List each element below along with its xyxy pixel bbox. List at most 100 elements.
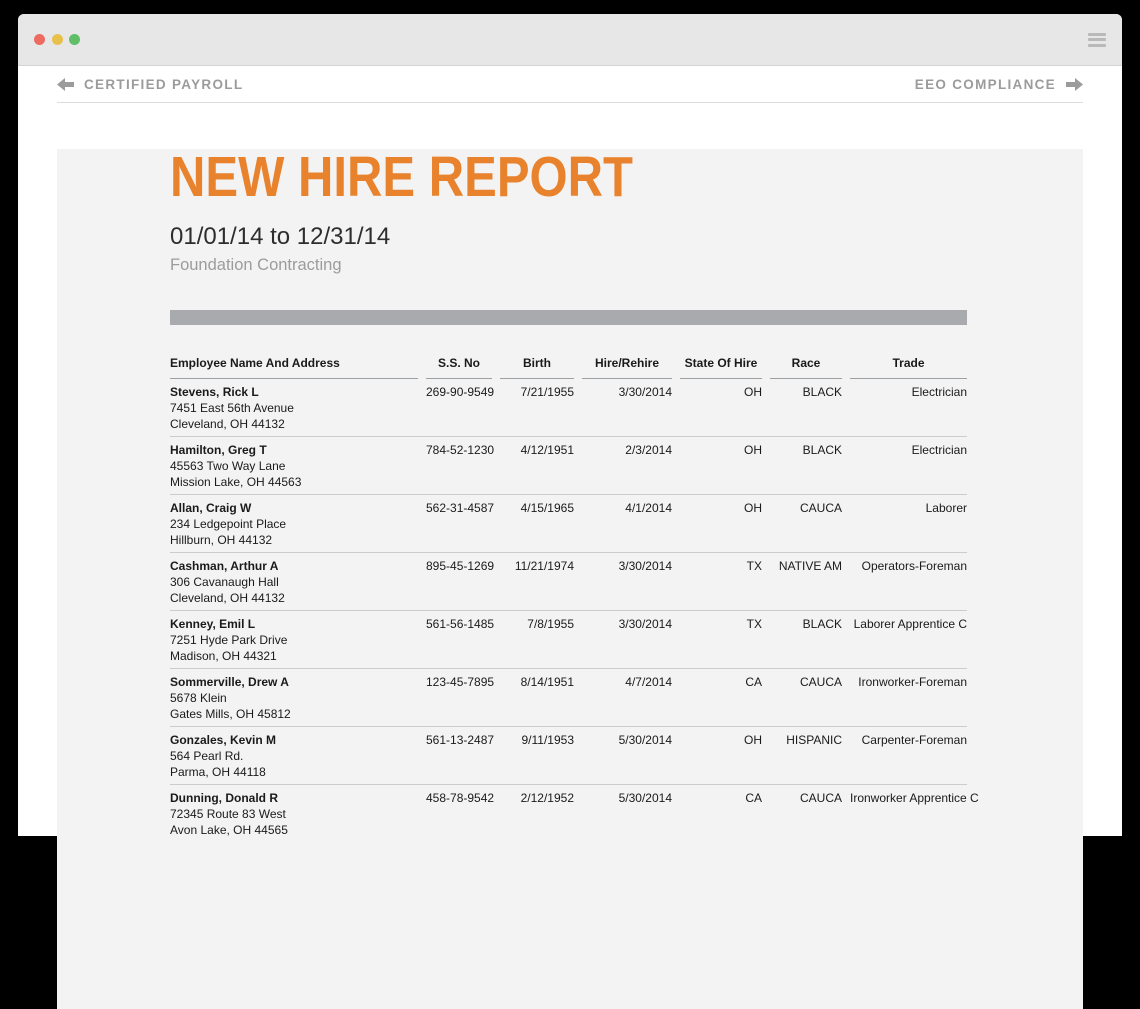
table-cell: Ironworker-Foreman — [858, 675, 967, 689]
employee-name: Stevens, Rick L — [170, 385, 259, 399]
table-row: Cashman, Arthur A 306 Cavanaugh Hall Cleve… — [170, 552, 967, 610]
employee-address-line: Parma, OH 44118 — [170, 765, 266, 779]
employee-address-line: Cleveland, OH 44132 — [170, 417, 285, 431]
app-window: CERTIFIED PAYROLL EEO COMPLIANCE NEW HIR… — [18, 14, 1122, 1009]
next-report-label: EEO COMPLIANCE — [914, 76, 1056, 92]
table-cell: OH — [744, 733, 762, 747]
employee-address-line: 7451 East 56th Avenue — [170, 401, 294, 415]
report-nav: CERTIFIED PAYROLL EEO COMPLIANCE — [57, 66, 1083, 103]
maximize-window-icon[interactable] — [69, 34, 80, 45]
table-cell: OH — [744, 443, 762, 457]
table-cell: 561-56-1485 — [426, 617, 495, 631]
employee-address-line: Cleveland, OH 44132 — [170, 591, 285, 605]
table-cell: Ironworker Apprentice C — [850, 791, 979, 805]
table-row: Hamilton, Greg T 45563 Two Way Lane Missio… — [170, 436, 967, 494]
table-cell: OH — [744, 501, 762, 515]
table-row: Kenney, Emil L 7251 Hyde Park Drive Madiso… — [170, 610, 967, 668]
next-report-link[interactable]: EEO COMPLIANCE — [906, 77, 1083, 92]
table-header-row: Employee Name And Address S.S. No Birth Hir… — [170, 355, 967, 379]
employee-address-line: Avon Lake, OH 44565 — [170, 823, 288, 837]
table-cell: TX — [746, 617, 762, 631]
employee-address-line: 5678 Klein — [170, 691, 227, 705]
menu-icon[interactable] — [1088, 30, 1106, 49]
table-cell: 2/3/2014 — [625, 443, 672, 457]
employee-name-address: Gonzales, Kevin M 564 Pearl Rd. Parma, OH … — [170, 732, 418, 780]
table-cell: Operators-Foreman — [861, 559, 967, 573]
employee-name: Hamilton, Greg T — [170, 443, 267, 457]
table-cell: BLACK — [802, 617, 842, 631]
employee-address-line: 234 Ledgepoint Place — [170, 517, 287, 531]
column-header: Trade — [850, 355, 967, 379]
table-row: Sommerville, Drew A 5678 Klein Gates Mills… — [170, 668, 967, 726]
employee-name-address: Hamilton, Greg T 45563 Two Way Lane Missio… — [170, 442, 418, 490]
table-cell: 123-45-7895 — [426, 675, 495, 689]
employee-address-line: Mission Lake, OH 44563 — [170, 475, 302, 489]
table-cell: OH — [744, 385, 762, 399]
employee-name: Kenney, Emil L — [170, 617, 256, 631]
employee-address-line: 45563 Two Way Lane — [170, 459, 286, 473]
new-hire-table: Employee Name And Address S.S. No Birth Hir… — [170, 355, 979, 842]
window-controls — [34, 34, 87, 45]
table-cell: 458-78-9542 — [426, 791, 495, 805]
table-cell: 4/1/2014 — [625, 501, 672, 515]
employee-address-line: 564 Pearl Rd. — [170, 749, 244, 763]
employee-name: Allan, Craig W — [170, 501, 252, 515]
employee-name: Dunning, Donald R — [170, 791, 278, 805]
employee-address-line: 7251 Hyde Park Drive — [170, 633, 288, 647]
employee-address-line: 72345 Route 83 West — [170, 807, 286, 821]
table-cell: 5/30/2014 — [618, 791, 672, 805]
column-header: Race — [770, 355, 842, 379]
table-cell: TX — [746, 559, 762, 573]
table-row: Allan, Craig W 234 Ledgepoint Place Hillbu… — [170, 494, 967, 552]
table-cell: 4/15/1965 — [520, 501, 574, 515]
table-cell: 3/30/2014 — [618, 385, 672, 399]
table-cell: CAUCA — [799, 675, 842, 689]
table-cell: Electrician — [911, 385, 967, 399]
employee-name-address: Cashman, Arthur A 306 Cavanaugh Hall Cleve… — [170, 558, 418, 606]
table-cell: 3/30/2014 — [618, 559, 672, 573]
column-header: State Of Hire — [680, 355, 762, 379]
table-cell: CAUCA — [799, 791, 842, 805]
close-window-icon[interactable] — [34, 34, 45, 45]
employee-name-address: Dunning, Donald R 72345 Route 83 West Avon… — [170, 790, 418, 838]
table-body: Stevens, Rick L 7451 East 56th Avenue Clev… — [170, 379, 979, 842]
table-cell: NATIVE AM — [778, 559, 842, 573]
table-cell: 269-90-9549 — [426, 385, 495, 399]
employee-name-address: Kenney, Emil L 7251 Hyde Park Drive Madiso… — [170, 616, 418, 664]
table-cell: 4/7/2014 — [625, 675, 672, 689]
employee-address-line: Madison, OH 44321 — [170, 649, 277, 663]
report-page: NEW HIRE REPORT 01/01/14 to 12/31/14 Fou… — [57, 149, 1083, 1009]
table-cell: CAUCA — [799, 501, 842, 515]
table-cell: 8/14/1951 — [520, 675, 574, 689]
report-date-range: 01/01/14 to 12/31/14 — [170, 223, 391, 250]
table-cell: 11/21/1974 — [514, 559, 574, 573]
employee-name: Cashman, Arthur A — [170, 559, 279, 573]
section-divider-bar — [170, 310, 967, 325]
table-cell: 4/12/1951 — [520, 443, 574, 457]
window-titlebar — [18, 14, 1122, 66]
employee-name: Sommerville, Drew A — [170, 675, 289, 689]
report-title: NEW HIRE REPORT — [170, 145, 633, 209]
table-cell: Laborer Apprentice C — [853, 617, 967, 631]
table-cell: BLACK — [802, 385, 842, 399]
employee-address-line: Hillburn, OH 44132 — [170, 533, 273, 547]
table-row: Gonzales, Kevin M 564 Pearl Rd. Parma, OH … — [170, 726, 967, 784]
table-cell: 5/30/2014 — [618, 733, 672, 747]
prev-report-link[interactable]: CERTIFIED PAYROLL — [57, 77, 252, 92]
report-company: Foundation Contracting — [170, 256, 342, 274]
employee-address-line: 306 Cavanaugh Hall — [170, 575, 279, 589]
table-row: Stevens, Rick L 7451 East 56th Avenue Clev… — [170, 379, 967, 436]
table-cell: 562-31-4587 — [426, 501, 495, 515]
table-cell: 784-52-1230 — [426, 443, 495, 457]
minimize-window-icon[interactable] — [51, 34, 63, 45]
column-header: Hire/Rehire — [582, 355, 672, 379]
table-cell: Electrician — [911, 443, 967, 457]
table-cell: 561-13-2487 — [426, 733, 495, 747]
employee-name: Gonzales, Kevin M — [170, 733, 277, 747]
employee-address-line: Gates Mills, OH 45812 — [170, 707, 291, 721]
table-cell: Carpenter-Foreman — [861, 733, 967, 747]
table-cell: CA — [745, 791, 762, 805]
employee-name-address: Allan, Craig W 234 Ledgepoint Place Hillbu… — [170, 500, 418, 548]
column-header: Employee Name And Address — [170, 355, 418, 379]
employee-name-address: Stevens, Rick L 7451 East 56th Avenue Clev… — [170, 384, 418, 432]
